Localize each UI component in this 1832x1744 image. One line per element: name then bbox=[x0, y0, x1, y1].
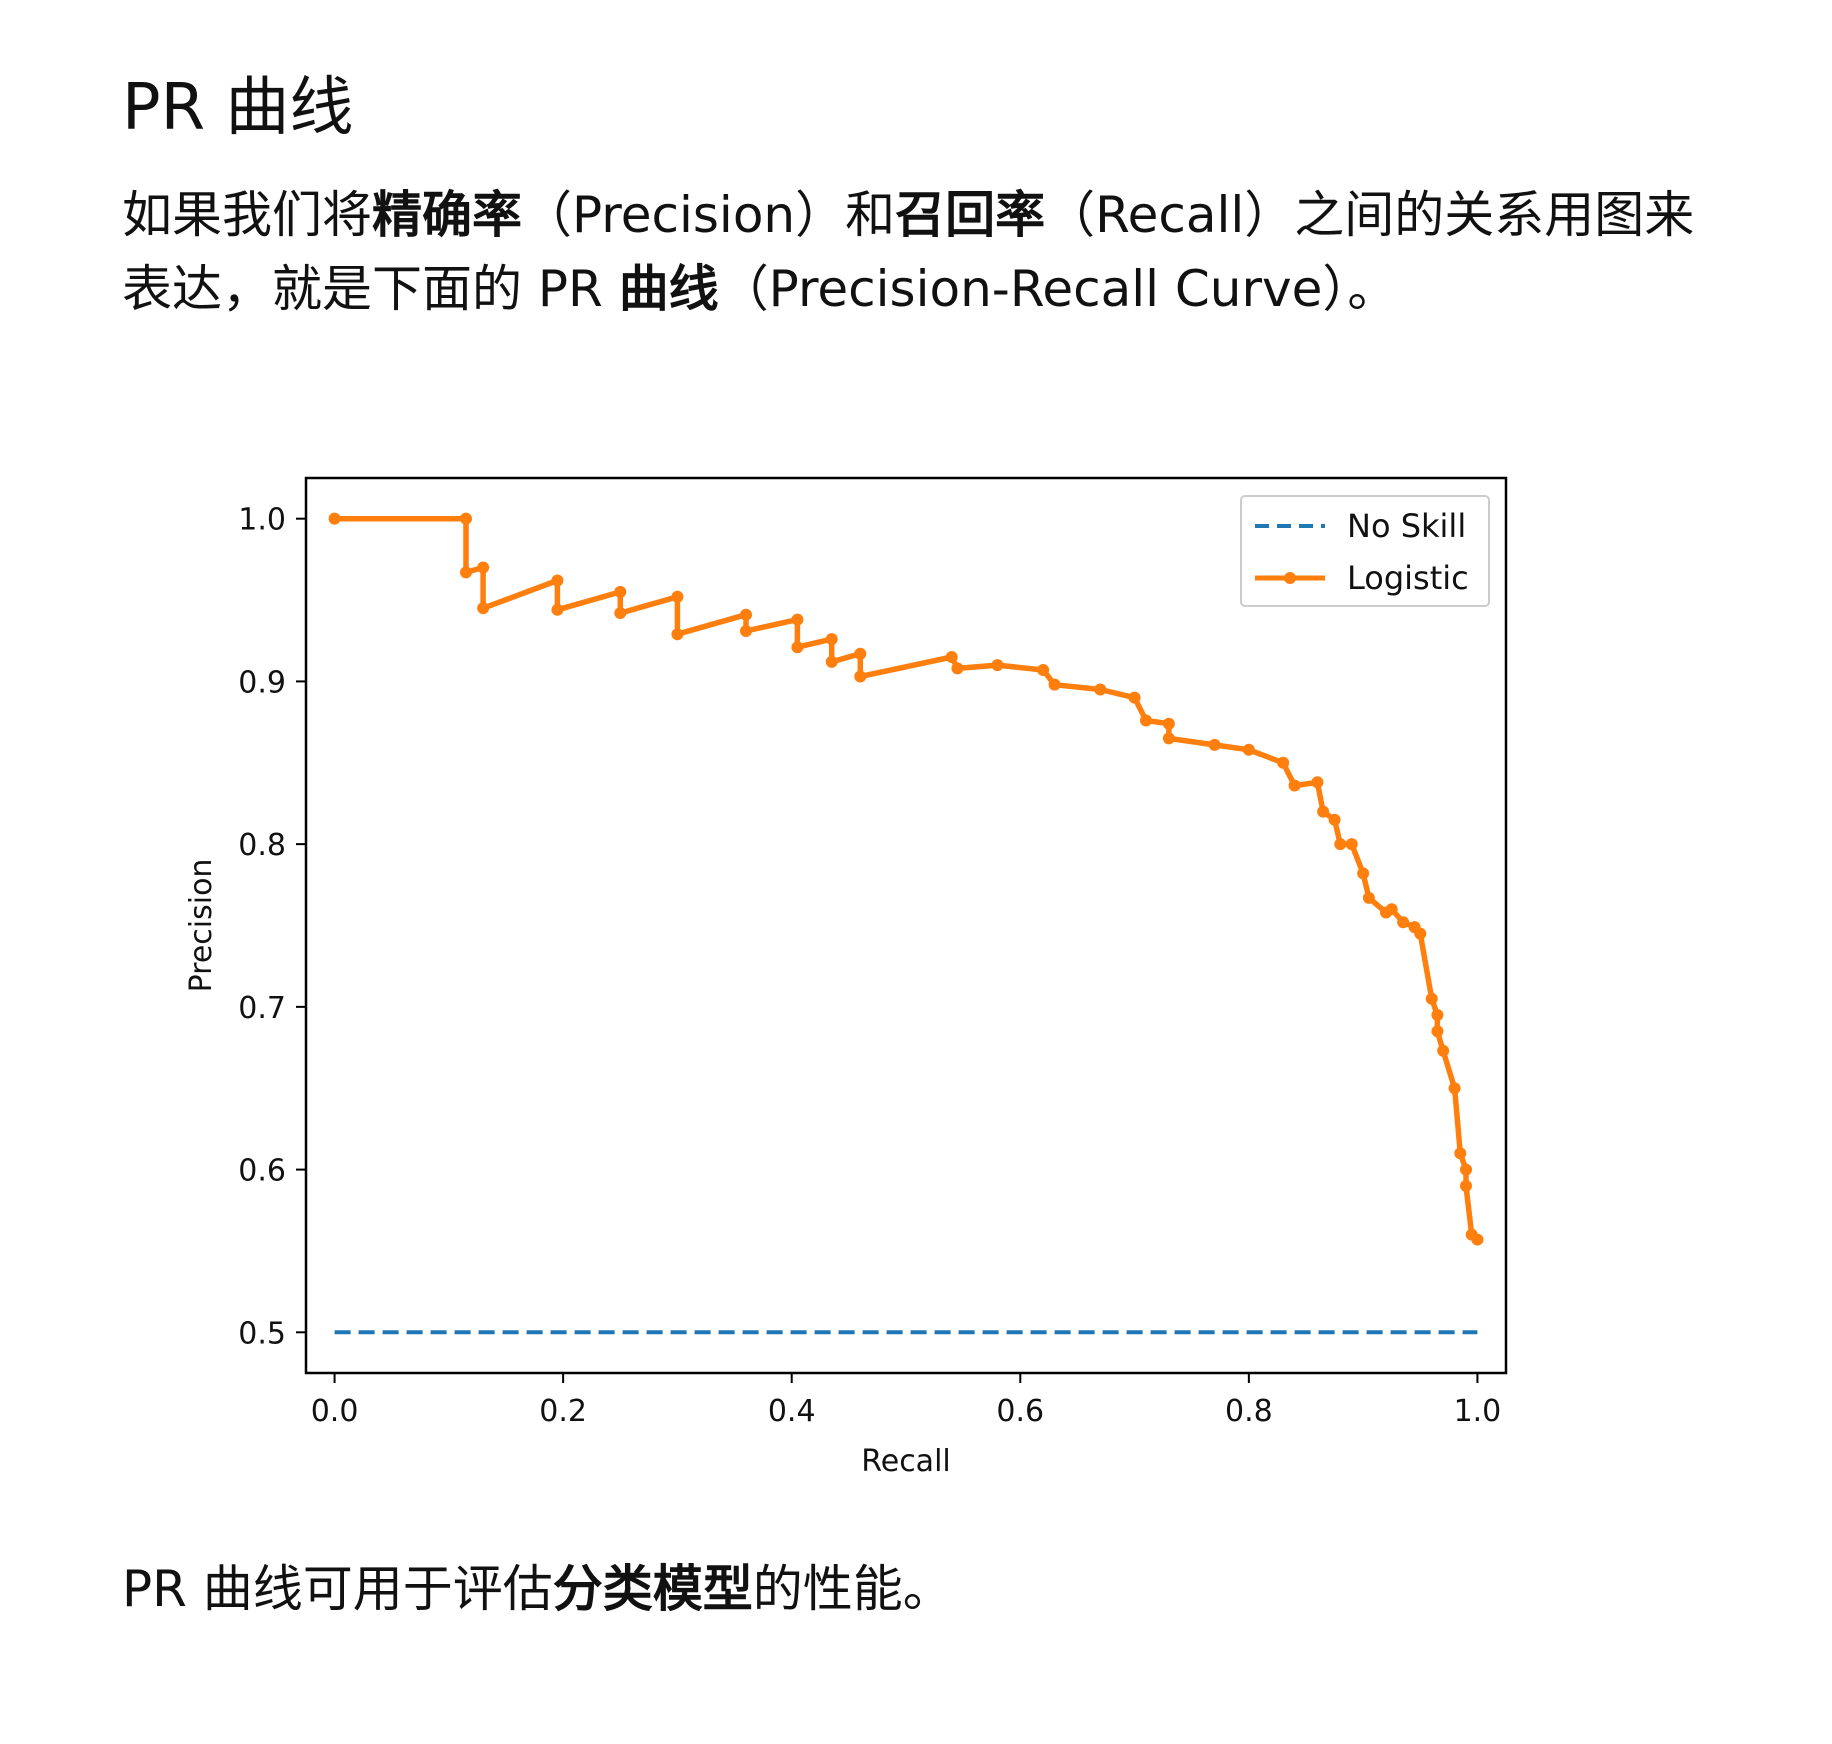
intro-text-1: 如果我们将 bbox=[122, 186, 372, 244]
data-point bbox=[1397, 916, 1410, 929]
intro-paragraph: 如果我们将精确率（Precision）和召回率（Recall）之间的关系用图来表… bbox=[122, 178, 1722, 326]
data-point bbox=[1277, 756, 1290, 769]
summary-text-1: PR 曲线可用于评估 bbox=[122, 1560, 553, 1618]
data-point bbox=[1311, 776, 1324, 789]
y-tick-label: 0.5 bbox=[238, 1316, 286, 1351]
y-tick-label: 1.0 bbox=[238, 503, 286, 538]
data-point bbox=[328, 512, 341, 525]
data-point bbox=[1328, 813, 1341, 826]
data-point bbox=[671, 590, 684, 603]
data-point bbox=[1471, 1233, 1484, 1246]
data-point bbox=[951, 662, 964, 675]
data-point bbox=[460, 566, 472, 579]
x-axis-label: Recall bbox=[861, 1444, 951, 1479]
intro-text-2: （Precision）和 bbox=[522, 186, 896, 244]
data-point bbox=[991, 659, 1004, 672]
y-axis-label: Precision bbox=[184, 859, 219, 993]
page-heading: PR 曲线 bbox=[122, 71, 354, 145]
data-point bbox=[1431, 1025, 1444, 1038]
intro-bold-precision: 精确率 bbox=[372, 186, 522, 244]
tick-layer: 0.0 0.2 0.4 0.6 0.8 1.0 0.5 0.6 0.7 0.8 0.9 1.0 bbox=[238, 503, 1501, 1429]
plot-frame bbox=[304, 476, 1508, 1375]
chart-legend: No Skill Logistic bbox=[1240, 495, 1490, 607]
x-tick-label: 0.6 bbox=[996, 1394, 1044, 1429]
data-point bbox=[1414, 927, 1427, 940]
y-tick-label: 0.7 bbox=[238, 991, 286, 1026]
x-tick-label: 0.2 bbox=[539, 1394, 587, 1429]
data-point bbox=[1448, 1082, 1461, 1095]
x-tick-label: 0.8 bbox=[1225, 1394, 1273, 1429]
data-point bbox=[791, 641, 804, 654]
data-point bbox=[825, 655, 838, 668]
data-point bbox=[1385, 903, 1398, 916]
data-point bbox=[740, 624, 752, 637]
data-point bbox=[1362, 891, 1375, 904]
x-tick-label: 0.4 bbox=[768, 1394, 816, 1429]
data-point bbox=[551, 603, 564, 616]
data-point bbox=[614, 607, 627, 620]
data-point bbox=[1334, 838, 1347, 851]
data-point bbox=[614, 585, 627, 598]
data-point bbox=[1454, 1147, 1467, 1160]
data-point bbox=[551, 574, 564, 587]
data-point bbox=[791, 613, 804, 626]
data-point bbox=[1140, 714, 1152, 727]
data-point bbox=[1242, 743, 1255, 756]
data-point bbox=[740, 608, 752, 621]
x-tick-label: 1.0 bbox=[1454, 1394, 1502, 1429]
legend-label-no-skill: No Skill bbox=[1347, 507, 1466, 545]
data-point bbox=[1048, 678, 1061, 691]
data-point bbox=[460, 512, 472, 525]
summary-bold-model: 分类模型 bbox=[552, 1560, 753, 1618]
data-point bbox=[1345, 838, 1358, 851]
data-point bbox=[945, 651, 958, 663]
data-point bbox=[1037, 664, 1050, 677]
series-line-1 bbox=[334, 515, 1480, 1242]
data-point bbox=[1425, 992, 1438, 1005]
data-point bbox=[1128, 691, 1141, 704]
legend-marker-logistic bbox=[1284, 572, 1296, 584]
intro-bold-curve: 曲线 bbox=[618, 260, 719, 318]
data-point bbox=[477, 561, 490, 574]
intro-bold-recall: 召回率 bbox=[895, 186, 1046, 244]
y-tick-label: 0.9 bbox=[238, 665, 286, 700]
intro-text-4: （Precision-Recall Curve）。 bbox=[718, 260, 1398, 318]
data-point bbox=[825, 633, 838, 646]
data-point bbox=[1437, 1044, 1450, 1057]
intro-text-3: （Recall）之间的关系用图来表达，就是下面的 PR bbox=[122, 186, 1695, 318]
data-point bbox=[1357, 867, 1370, 880]
data-point bbox=[1317, 805, 1330, 818]
y-tick-label: 0.6 bbox=[238, 1154, 286, 1189]
data-point bbox=[1460, 1179, 1472, 1192]
data-point bbox=[1460, 1163, 1472, 1176]
plot-layer bbox=[304, 476, 1508, 1375]
data-point bbox=[1431, 1009, 1444, 1021]
summary-paragraph: PR 曲线可用于评估分类模型的性能。 bbox=[122, 1552, 1722, 1626]
data-point bbox=[854, 647, 867, 660]
data-point bbox=[1162, 717, 1175, 730]
y-tick-label: 0.8 bbox=[238, 828, 286, 863]
pr-curve-chart: 0.0 0.2 0.4 0.6 0.8 1.0 0.5 0.6 0.7 0.8 0.9 1.0 Rec… bbox=[184, 476, 1508, 1479]
data-point bbox=[1208, 738, 1221, 751]
legend-label-logistic: Logistic bbox=[1347, 559, 1469, 597]
data-point bbox=[1288, 779, 1301, 792]
data-point bbox=[854, 670, 867, 683]
data-point bbox=[477, 602, 490, 615]
data-point bbox=[671, 628, 684, 641]
x-tick-label: 0.0 bbox=[311, 1394, 359, 1429]
data-point bbox=[1094, 683, 1107, 696]
data-point bbox=[1162, 732, 1175, 745]
summary-text-2: 的性能。 bbox=[752, 1560, 953, 1618]
